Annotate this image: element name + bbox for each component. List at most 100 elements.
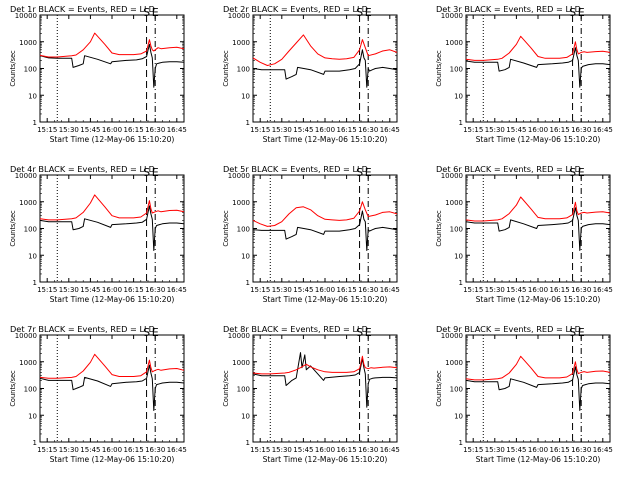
series-line-events [252, 49, 398, 88]
y-tick-label: 1000 [19, 39, 37, 47]
x-tick-label: 16:30 [358, 286, 378, 294]
x-tick-label: 15:30 [59, 286, 79, 294]
x-tick-label: 16:30 [145, 286, 165, 294]
x-tick-label: 16:45 [593, 126, 613, 134]
series-line-lld [39, 194, 185, 221]
marker-label-e: E [152, 326, 159, 339]
y-tick-label: 10 [241, 92, 250, 100]
plot-frame [39, 174, 185, 283]
x-tick-label: 15:45 [293, 446, 313, 454]
x-tick-label: 16:15 [550, 446, 570, 454]
panel-title: Det 3r BLACK = Events, RED = LLD [436, 4, 581, 14]
x-tick-label: 16:30 [571, 446, 591, 454]
y-tick-label: 10000 [15, 172, 37, 180]
y-tick-label: 1000 [19, 359, 37, 367]
y-tick-label: 1 [33, 439, 37, 447]
x-tick-label: 16:00 [315, 126, 335, 134]
x-tick-label: 15:45 [506, 286, 526, 294]
y-tick-label: 100 [450, 386, 463, 394]
y-tick-label: 1 [246, 279, 250, 287]
series-line-lld [252, 201, 398, 227]
y-tick-label: 10000 [441, 12, 463, 20]
x-tick-label: 15:15 [463, 126, 483, 134]
series-line-events [39, 205, 185, 251]
y-tick-label: 1000 [19, 199, 37, 207]
x-tick-label: 15:15 [37, 446, 57, 454]
x-tick-label: 15:30 [272, 126, 292, 134]
x-tick-label: 16:30 [358, 126, 378, 134]
y-tick-label: 100 [237, 226, 250, 234]
panel-title: Det 2r BLACK = Events, RED = LLD [223, 4, 368, 14]
y-axis-label: Counts/sec [222, 210, 230, 247]
y-axis-label: Counts/sec [435, 370, 443, 407]
y-axis-label: Counts/sec [222, 370, 230, 407]
marker-label-s: S [569, 6, 576, 19]
series-line-events [465, 47, 611, 88]
x-tick-label: 15:45 [506, 446, 526, 454]
x-tick-label: 16:45 [167, 126, 187, 134]
marker-label-e: E [152, 6, 159, 19]
plot-frame [465, 334, 611, 443]
x-tick-label: 16:15 [124, 286, 144, 294]
y-tick-label: 100 [24, 226, 37, 234]
y-tick-label: 10 [28, 92, 37, 100]
marker-label-s: S [356, 326, 363, 339]
y-tick-label: 1000 [445, 39, 463, 47]
y-tick-label: 100 [450, 66, 463, 74]
y-tick-label: 1000 [232, 359, 250, 367]
x-axis-label: Start Time (12-May-06 15:10:20) [476, 135, 601, 144]
marker-label-e: E [578, 166, 585, 179]
y-tick-label: 10000 [15, 12, 37, 20]
x-tick-label: 16:00 [528, 286, 548, 294]
x-tick-label: 16:15 [550, 126, 570, 134]
detector-panel-3: Det 3r BLACK = Events, RED = LLD 1 10 100 10… [435, 4, 613, 144]
y-tick-label: 100 [24, 66, 37, 74]
detector-panel-4: Det 4r BLACK = Events, RED = LLD 1 10 100 10… [9, 164, 187, 304]
y-tick-label: 10 [454, 252, 463, 260]
x-tick-label: 15:45 [80, 446, 100, 454]
x-tick-label: 15:15 [250, 126, 270, 134]
y-tick-label: 1 [459, 119, 463, 127]
marker-label-e: E [365, 166, 372, 179]
y-tick-label: 10000 [228, 172, 250, 180]
x-tick-label: 15:45 [293, 286, 313, 294]
y-tick-label: 100 [450, 226, 463, 234]
x-tick-label: 15:45 [293, 126, 313, 134]
series-line-events [252, 210, 398, 251]
x-tick-label: 16:15 [337, 286, 357, 294]
x-tick-label: 15:30 [485, 446, 505, 454]
x-tick-label: 16:00 [102, 446, 122, 454]
plot-frame [252, 334, 398, 443]
x-tick-label: 16:00 [315, 286, 335, 294]
x-axis-label: Start Time (12-May-06 15:10:20) [263, 295, 388, 304]
x-tick-label: 15:45 [80, 126, 100, 134]
panel-title: Det 8r BLACK = Events, RED = LLD [223, 324, 368, 334]
y-tick-label: 1 [33, 119, 37, 127]
x-axis-label: Start Time (12-May-06 15:10:20) [263, 135, 388, 144]
panel-title: Det 6r BLACK = Events, RED = LLD [436, 164, 581, 174]
y-tick-label: 10000 [441, 332, 463, 340]
marker-label-s: S [143, 326, 150, 339]
series-line-lld [39, 32, 185, 58]
x-tick-label: 16:45 [380, 286, 400, 294]
x-axis-label: Start Time (12-May-06 15:10:20) [476, 295, 601, 304]
x-tick-label: 15:45 [80, 286, 100, 294]
x-tick-label: 15:15 [463, 286, 483, 294]
y-tick-label: 10 [454, 412, 463, 420]
x-tick-label: 16:00 [315, 446, 335, 454]
x-tick-label: 15:30 [485, 286, 505, 294]
marker-label-s: S [143, 166, 150, 179]
x-tick-label: 16:00 [528, 446, 548, 454]
y-tick-label: 10 [241, 412, 250, 420]
y-tick-label: 10000 [228, 12, 250, 20]
x-tick-label: 16:45 [380, 126, 400, 134]
x-tick-label: 16:15 [337, 126, 357, 134]
x-tick-label: 16:00 [528, 126, 548, 134]
series-line-lld [39, 353, 185, 379]
y-tick-label: 100 [24, 386, 37, 394]
plot-frame [39, 14, 185, 123]
marker-label-e: E [578, 6, 585, 19]
x-tick-label: 16:15 [124, 446, 144, 454]
y-axis-label: Counts/sec [9, 370, 17, 407]
panel-title: Det 7r BLACK = Events, RED = LLD [10, 324, 155, 334]
